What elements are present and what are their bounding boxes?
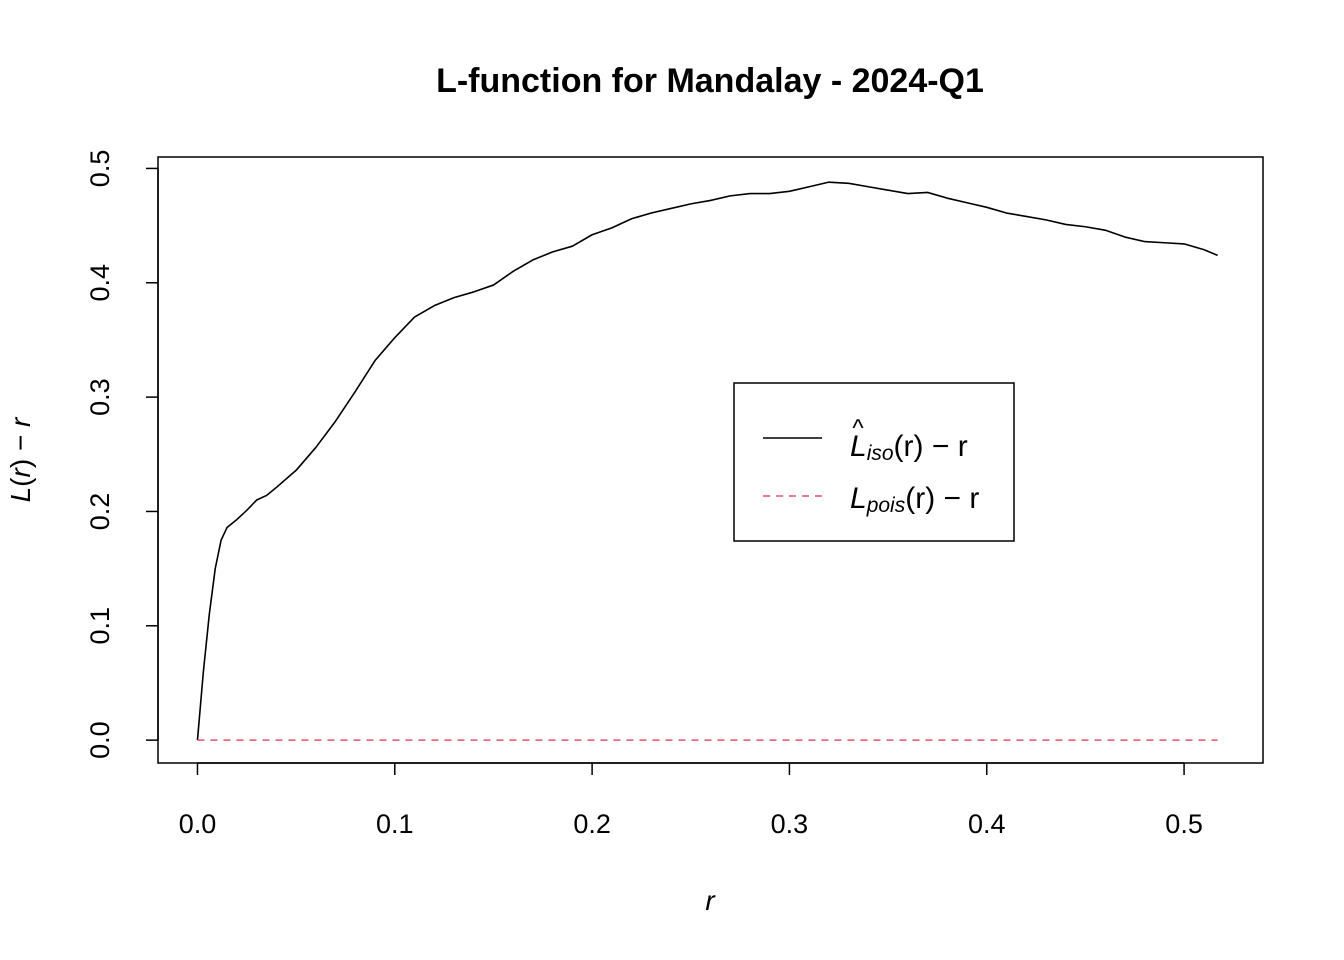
- legend-label-pois: Lpois(r) − r: [850, 482, 979, 517]
- y-axis-label-close: ) −: [5, 427, 36, 468]
- series-layer: [196, 181, 1218, 741]
- x-tick-label: 0.4: [968, 809, 1006, 839]
- y-axis: 0.0 0.1 0.2 0.3 0.4 0.5: [85, 150, 159, 759]
- y-tick-label: 0.4: [85, 264, 115, 302]
- x-tick-label: 0.1: [376, 809, 414, 839]
- x-tick-label: 0.2: [573, 809, 611, 839]
- x-tick-label: 0.3: [771, 809, 809, 839]
- chart-title: L-function for Mandalay - 2024-Q1: [436, 62, 984, 100]
- legend-pois-main: L: [850, 482, 867, 515]
- y-axis-label-r2: r: [5, 416, 36, 427]
- legend-hat-iso: ^: [852, 415, 864, 442]
- legend-iso-main: L: [850, 430, 867, 463]
- legend-iso-sub: iso: [867, 442, 894, 465]
- legend-box: [733, 382, 1015, 542]
- legend-iso-rest: (r) − r: [894, 430, 968, 463]
- x-axis: 0.0 0.1 0.2 0.3 0.4 0.5: [179, 762, 1203, 839]
- y-tick-label: 0.3: [85, 378, 115, 416]
- y-axis-label: L(r) − r: [5, 416, 36, 502]
- legend-label-iso: Liso(r) − r: [850, 430, 968, 465]
- x-tick-label: 0.0: [179, 809, 217, 839]
- y-axis-label-l: L: [5, 487, 36, 503]
- plot-frame: [157, 156, 1264, 764]
- legend: ^ Liso(r) − r Lpois(r) − r: [733, 382, 1015, 542]
- x-tick-label: 0.5: [1165, 809, 1203, 839]
- y-tick-label: 0.5: [85, 150, 115, 188]
- legend-pois-sub: pois: [866, 494, 906, 517]
- legend-pois-rest: (r) − r: [905, 482, 979, 515]
- y-tick-label: 0.1: [85, 607, 115, 645]
- y-tick-label: 0.0: [85, 721, 115, 759]
- y-axis-label-r1: r: [5, 466, 36, 477]
- y-tick-label: 0.2: [85, 493, 115, 531]
- series-line-iso: [196, 181, 1218, 741]
- y-axis-label-rest: (: [5, 477, 36, 487]
- x-axis-label: r: [705, 885, 716, 916]
